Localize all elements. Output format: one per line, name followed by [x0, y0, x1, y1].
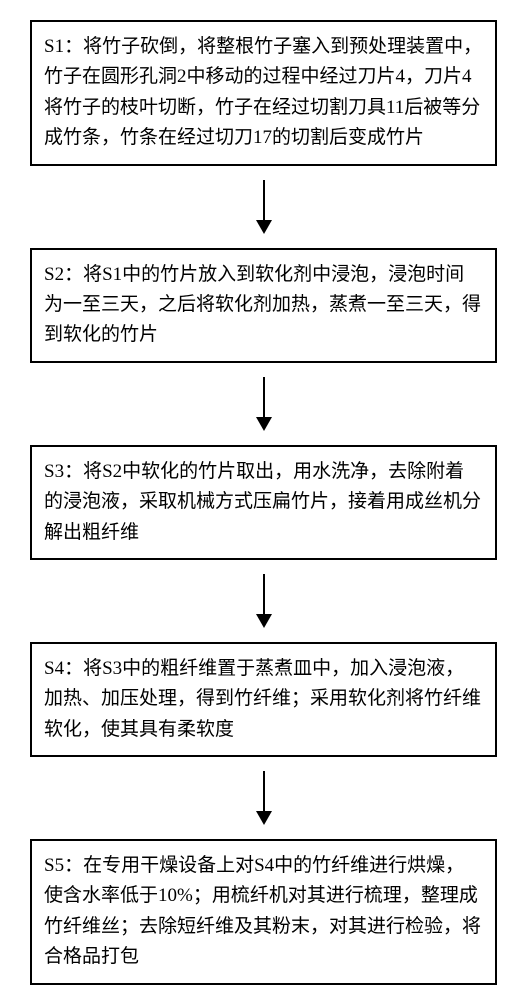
arrow-1	[252, 180, 276, 234]
step-box-s4: S4：将S3中的粗纤维置于蒸煮皿中，加入浸泡液，加热、加压处理，得到竹纤维；采用…	[30, 642, 497, 757]
step-box-s2: S2：将S1中的竹片放入到软化剂中浸泡，浸泡时间为一至三天，之后将软化剂加热，蒸…	[30, 248, 497, 363]
arrow-2	[252, 377, 276, 431]
step-text: S2：将S1中的竹片放入到软化剂中浸泡，浸泡时间为一至三天，之后将软化剂加热，蒸…	[44, 264, 481, 346]
step-text: S5：在专用干燥设备上对S4中的竹纤维进行烘燥，使含水率低于10%；用梳纤机对其…	[44, 855, 481, 967]
step-text: S1：将竹子砍倒，将整根竹子塞入到预处理装置中，竹子在圆形孔洞2中移动的过程中经…	[44, 36, 482, 148]
step-box-s1: S1：将竹子砍倒，将整根竹子塞入到预处理装置中，竹子在圆形孔洞2中移动的过程中经…	[30, 20, 497, 166]
step-box-s3: S3：将S2中软化的竹片取出，用水洗净，去除附着的浸泡液，采取机械方式压扁竹片，…	[30, 445, 497, 560]
step-text: S4：将S3中的粗纤维置于蒸煮皿中，加入浸泡液，加热、加压处理，得到竹纤维；采用…	[44, 658, 481, 740]
step-box-s5: S5：在专用干燥设备上对S4中的竹纤维进行烘燥，使含水率低于10%；用梳纤机对其…	[30, 839, 497, 985]
arrow-4	[252, 771, 276, 825]
step-text: S3：将S2中软化的竹片取出，用水洗净，去除附着的浸泡液，采取机械方式压扁竹片，…	[44, 461, 481, 543]
arrow-3	[252, 574, 276, 628]
